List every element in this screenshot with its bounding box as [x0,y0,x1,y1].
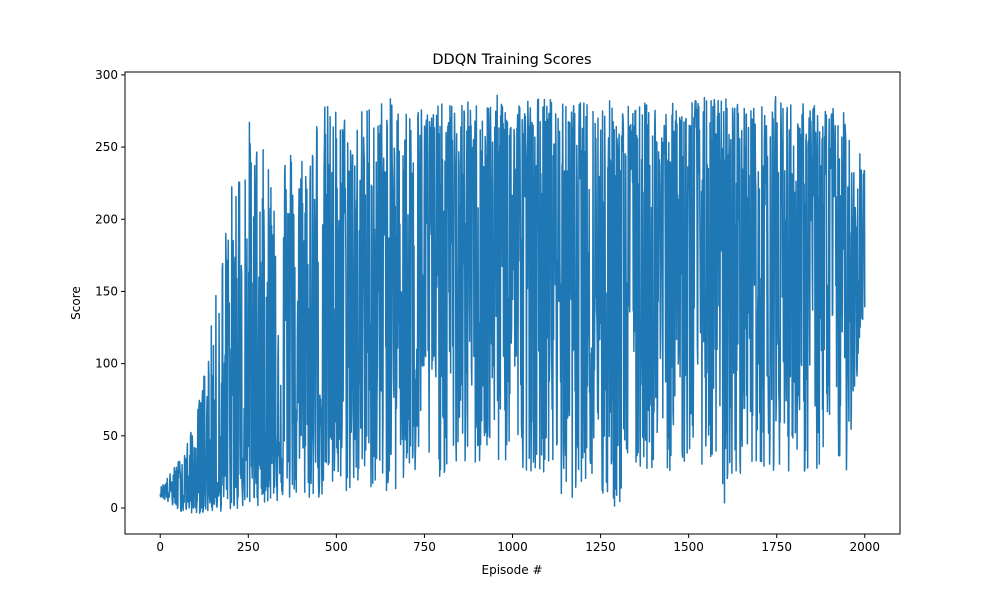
plot-area [159,94,866,515]
series-line [159,94,866,515]
y-axis-label: Score [69,286,83,320]
y-tick-label: 200 [95,212,118,226]
x-tick-label: 1500 [673,540,704,554]
x-tick-label: 750 [413,540,436,554]
x-axis: 0 250 500 750 1000 1250 1500 1750 2000 [156,534,880,554]
x-tick-label: 0 [156,540,164,554]
x-tick-label: 1000 [497,540,528,554]
x-tick-label: 1250 [585,540,616,554]
y-tick-label: 250 [95,140,118,154]
y-tick-label: 50 [103,429,118,443]
y-tick-label: 300 [95,68,118,82]
y-tick-label: 0 [110,501,118,515]
y-tick-label: 100 [95,357,118,371]
x-tick-label: 250 [237,540,260,554]
x-tick-label: 2000 [849,540,880,554]
x-axis-label: Episode # [482,563,543,577]
chart-title: DDQN Training Scores [432,52,591,68]
y-axis: 0 50 100 150 200 250 300 [95,68,125,515]
x-tick-label: 500 [325,540,348,554]
y-tick-label: 150 [95,284,118,298]
x-tick-label: 1750 [761,540,792,554]
